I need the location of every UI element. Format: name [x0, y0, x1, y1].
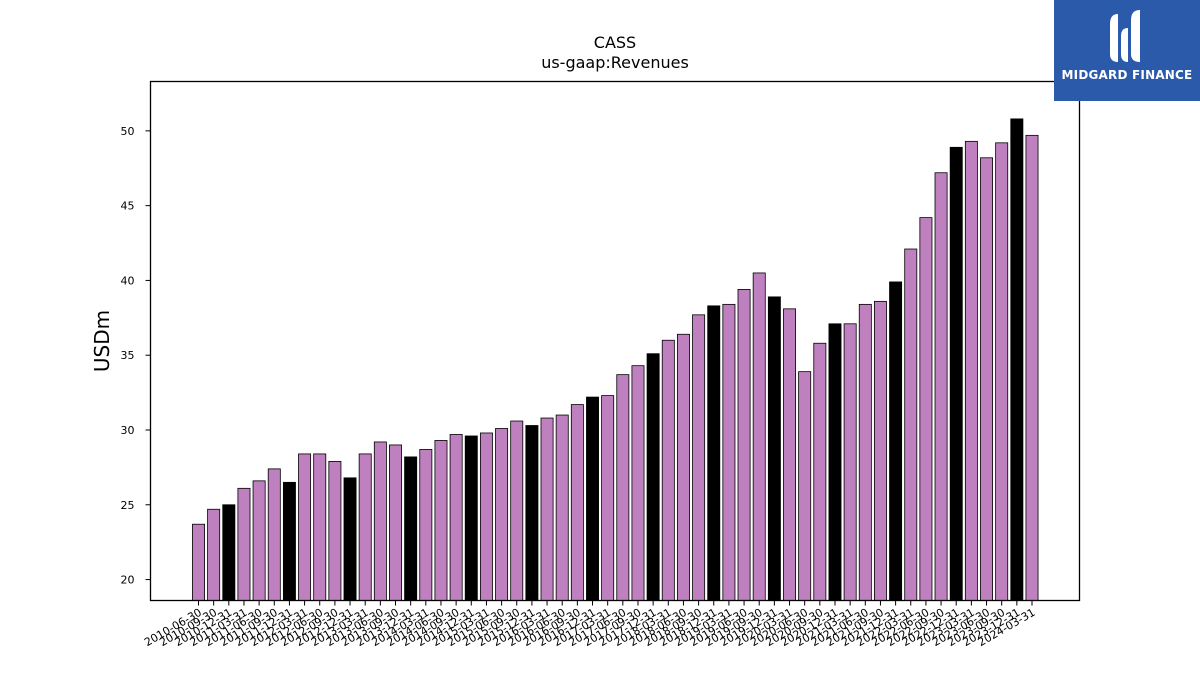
- bar-2015-03-31: [479, 432, 493, 601]
- y-tick-label: 35: [121, 349, 135, 362]
- y-tick-label: 20: [121, 574, 135, 587]
- bar-2023-06-30: [980, 157, 993, 601]
- bar-2022-09-30: [934, 172, 948, 601]
- bar-2014-03-31: [419, 449, 433, 601]
- bar-2013-09-30: [389, 444, 402, 601]
- chart-subtitle: us-gaap:Revenues: [541, 53, 689, 72]
- bar-2020-09-30: [813, 342, 827, 601]
- bar-2012-12-31: [343, 477, 357, 601]
- bar-2011-03-31: [237, 487, 251, 601]
- bar-2013-06-30: [373, 441, 387, 601]
- y-ticks-group: 20 25 30 35 40 45 50: [121, 125, 151, 587]
- bar-2018-09-30: [692, 314, 706, 601]
- bar-2012-03-31: [298, 453, 312, 601]
- y-tick-label: 25: [121, 499, 135, 512]
- midgard-logo-icon: [1110, 10, 1140, 62]
- chart-title: CASS: [594, 33, 636, 52]
- bar-2020-06-30: [798, 371, 812, 601]
- bar-2010-12-31: [222, 504, 236, 601]
- midgard-logo: MIDGARD FINANCE: [1054, 0, 1200, 101]
- bar-2024-03-31: [1025, 134, 1039, 601]
- bar-2012-09-30: [328, 460, 342, 601]
- bar-2016-06-30: [555, 414, 569, 601]
- bar-2017-12-31: [646, 353, 660, 601]
- bar-2016-09-30: [570, 404, 584, 601]
- bar-2010-06-30: [192, 523, 205, 601]
- bar-2017-06-30: [616, 374, 630, 601]
- bar-2014-09-30: [449, 434, 463, 601]
- bars-group: [192, 118, 1039, 601]
- bar-2011-12-31: [282, 481, 296, 601]
- bar-2021-06-30: [858, 303, 872, 601]
- bar-2015-09-30: [510, 420, 524, 601]
- bar-2022-03-31: [904, 248, 918, 601]
- bar-2011-06-30: [252, 480, 266, 601]
- bar-2012-06-30: [313, 453, 327, 601]
- logo-text: MIDGARD FINANCE: [1061, 68, 1193, 82]
- bar-2015-06-30: [495, 428, 509, 601]
- bar-2014-06-30: [434, 440, 448, 601]
- bar-2017-03-31: [601, 395, 615, 601]
- bar-2016-03-31: [540, 417, 554, 601]
- bar-2019-09-30: [752, 272, 766, 601]
- bar-2019-06-30: [737, 288, 751, 601]
- bar-2023-12-31: [1010, 118, 1024, 601]
- bar-2011-09-30: [267, 468, 281, 601]
- bar-2018-12-31: [707, 305, 721, 601]
- bar-2018-03-31: [661, 339, 675, 601]
- y-axis-label: USDm: [90, 310, 114, 372]
- y-tick-label: 40: [121, 274, 135, 287]
- bar-2013-12-31: [404, 456, 418, 601]
- x-ticks-group: 2010-06-302010-09-302010-12-312011-03-31…: [142, 600, 1038, 649]
- plot-frame: [149, 80, 1081, 602]
- bar-2010-09-30: [207, 508, 221, 601]
- bar-2021-09-30: [873, 300, 887, 601]
- bar-2021-03-31: [843, 323, 857, 601]
- bar-2018-06-30: [676, 333, 690, 601]
- bar-2019-03-31: [722, 303, 736, 601]
- bar-2019-12-31: [767, 296, 781, 601]
- bar-2017-09-30: [631, 365, 645, 601]
- bar-2023-03-31: [964, 140, 978, 601]
- bar-2022-12-31: [949, 146, 963, 601]
- y-tick-label: 30: [121, 424, 135, 437]
- bar-2014-12-31: [464, 435, 478, 601]
- bar-2021-12-31: [889, 281, 903, 601]
- bar-2022-06-30: [919, 217, 933, 601]
- bar-2015-12-31: [525, 425, 539, 601]
- bar-2013-03-31: [358, 453, 372, 601]
- bar-2023-09-30: [995, 142, 1009, 601]
- y-tick-label: 45: [121, 200, 135, 213]
- y-tick-label: 50: [121, 125, 135, 138]
- bar-2020-03-31: [783, 308, 796, 601]
- bar-2020-12-31: [828, 323, 842, 601]
- bar-2016-12-31: [586, 396, 599, 601]
